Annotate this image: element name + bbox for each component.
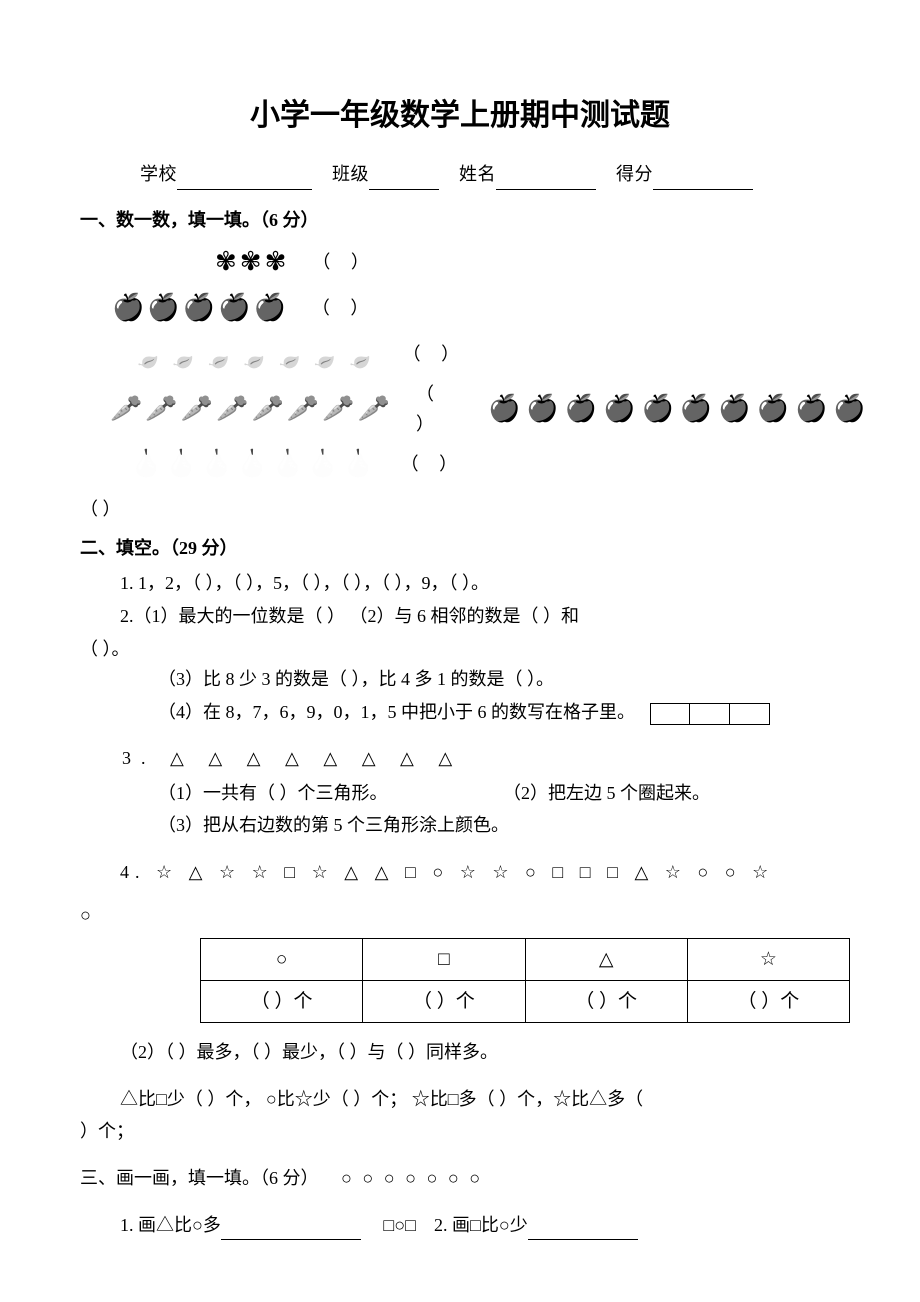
- count-icon: ✾: [215, 240, 237, 284]
- count-icon: 🍎: [147, 286, 179, 330]
- apple-icon: 🍎: [603, 387, 635, 431]
- q4-2: （2）（ ）最多，（ ）最少，（ ）与（ ）同样多。: [80, 1037, 840, 1068]
- count-icon: 🥕: [110, 387, 142, 431]
- q4-cell: （ ）个: [363, 981, 525, 1023]
- q3-1: （1）一共有（ ）个三角形。: [158, 778, 388, 809]
- q4-cell: （ ）个: [525, 981, 687, 1023]
- section2-header: 二、填空。（29 分）: [80, 533, 840, 564]
- apple-icon: 🍎: [642, 387, 674, 431]
- apple-icon: 🍎: [833, 387, 865, 431]
- count-icon: 🍐: [307, 442, 339, 486]
- count-icon: 🍃: [274, 333, 306, 377]
- count-row-3: 🥕🥕🥕🥕🥕🥕🥕🥕（ ）🍎🍎🍎🍎🍎🍎🍎🍎🍎🍎: [80, 379, 840, 440]
- count-icon: 🥕: [358, 387, 390, 431]
- page-title: 小学一年级数学上册期中测试题: [80, 90, 840, 141]
- apple-row: 🍎🍎🍎🍎🍎🍎🍎🍎🍎🍎: [488, 387, 866, 431]
- count-row-4: 🍐🍐🍐🍐🍐🍐🍐（ ）: [80, 442, 840, 486]
- q4-th: △: [525, 939, 687, 981]
- count-bracket: （ ）: [416, 379, 442, 440]
- count-icon: 🍐: [130, 442, 162, 486]
- label-name: 姓名: [459, 164, 496, 184]
- q4-table: ○□△☆ （ ）个（ ）个（ ）个（ ）个: [200, 938, 850, 1023]
- apple-icon: 🍎: [526, 387, 558, 431]
- q2-2a: 2.（1）最大的一位数是（ ） （2）与 6 相邻的数是（ ）和: [80, 601, 840, 632]
- q4-th: ○: [201, 939, 363, 981]
- count-row-1: 🍎🍎🍎🍎🍎（ ）: [80, 286, 840, 330]
- count-bracket: （ ）: [403, 339, 468, 370]
- q2-2c: （4）在 8，7，6，9，0，1，5 中把小于 6 的数写在格子里。: [80, 697, 840, 728]
- q2-2b: （3）比 8 少 3 的数是（ ），比 4 多 1 的数是（ ）。: [80, 664, 840, 695]
- count-rows: ✾✾✾（ ）🍎🍎🍎🍎🍎（ ）🍃🍃🍃🍃🍃🍃🍃（ ）🥕🥕🥕🥕🥕🥕🥕🥕（ ）🍎🍎🍎🍎🍎…: [80, 240, 840, 486]
- q4-tail: ○: [80, 900, 840, 931]
- apple-icon: 🍎: [757, 387, 789, 431]
- label-class: 班级: [332, 164, 369, 184]
- section1-header: 一、数一数，填一填。（6 分）: [80, 205, 840, 236]
- count-icon: 🍐: [342, 442, 374, 486]
- count-icon: 🍃: [238, 333, 270, 377]
- q3-row1: （1）一共有（ ）个三角形。 （2）把左边 5 个圈起来。: [80, 778, 840, 809]
- count-bracket: （ ）: [401, 449, 466, 480]
- count-icon: 🍐: [165, 442, 197, 486]
- q4-th: □: [363, 939, 525, 981]
- count-icon: 🍃: [167, 333, 199, 377]
- count-icon: 🥕: [287, 387, 319, 431]
- count-icon: 🍎: [218, 286, 250, 330]
- apple-icon: 🍎: [680, 387, 712, 431]
- count-icon: 🍎: [112, 286, 144, 330]
- label-school: 学校: [140, 164, 177, 184]
- count-icon: 🍃: [344, 333, 376, 377]
- count-icon: ✾: [240, 240, 262, 284]
- section3-header-row: 三、画一画，填一填。（6 分） ○ ○ ○ ○ ○ ○ ○: [80, 1163, 840, 1194]
- count-row-2: 🍃🍃🍃🍃🍃🍃🍃（ ）: [80, 333, 840, 377]
- count-icon: 🥕: [322, 387, 354, 431]
- count-icon: 🍐: [236, 442, 268, 486]
- count-bracket: （ ）: [312, 293, 377, 324]
- count-icon: ✾: [265, 240, 287, 284]
- section3-circles: ○ ○ ○ ○ ○ ○ ○: [341, 1168, 483, 1188]
- count-icon: 🍐: [272, 442, 304, 486]
- count-icon: 🥕: [252, 387, 284, 431]
- q2-2a-end: （ ）。: [80, 634, 840, 665]
- q4-shapes: 4. ☆ △ ☆ ☆ □ ☆ △ △ □ ○ ☆ ☆ ○ □ □ □ △ ☆ ○…: [80, 857, 840, 888]
- q3-triangles: 3. △ △ △ △ △ △ △ △: [80, 743, 840, 774]
- count-bracket: （ ）: [312, 247, 377, 278]
- q4-th: ☆: [687, 939, 849, 981]
- q3-3: （3）把从右边数的第 5 个三角形涂上颜色。: [80, 810, 840, 841]
- section3-header: 三、画一画，填一填。（6 分）: [80, 1168, 319, 1188]
- info-row: 学校 班级 姓名 得分: [80, 159, 840, 190]
- count-icon: 🥕: [216, 387, 248, 431]
- count-icon: 🍎: [183, 286, 215, 330]
- count-row-0: ✾✾✾（ ）: [80, 240, 840, 284]
- q4-cell: （ ）个: [687, 981, 849, 1023]
- count-icon: 🥕: [181, 387, 213, 431]
- label-score: 得分: [616, 164, 653, 184]
- count-icon: 🍃: [309, 333, 341, 377]
- count-icon: 🥕: [145, 387, 177, 431]
- count-icon: 🍃: [132, 333, 164, 377]
- q4-cmp: △比□少（ ）个， ○比☆少（ ）个； ☆比□多（ ）个，☆比△多（: [80, 1084, 840, 1115]
- apple-icon: 🍎: [795, 387, 827, 431]
- apple-icon: 🍎: [488, 387, 520, 431]
- count-icon: 🍎: [254, 286, 286, 330]
- q4-cell: （ ）个: [201, 981, 363, 1023]
- apple-icon: 🍎: [718, 387, 750, 431]
- q4-cmp-tail: ）个；: [80, 1116, 840, 1147]
- q3-2: （2）把左边 5 个圈起来。: [503, 778, 710, 809]
- last-bracket: （ ）: [80, 494, 840, 525]
- section3-q1: 1. 画△比○多 □○□ 2. 画□比○少: [80, 1210, 840, 1241]
- count-icon: 🍃: [203, 333, 235, 377]
- q2-1: 1. 1，2，（ ），（ ），5，（ ），（ ），（ ），9，（ ）。: [80, 568, 840, 599]
- answer-boxes: [650, 703, 770, 725]
- apple-icon: 🍎: [565, 387, 597, 431]
- count-icon: 🍐: [201, 442, 233, 486]
